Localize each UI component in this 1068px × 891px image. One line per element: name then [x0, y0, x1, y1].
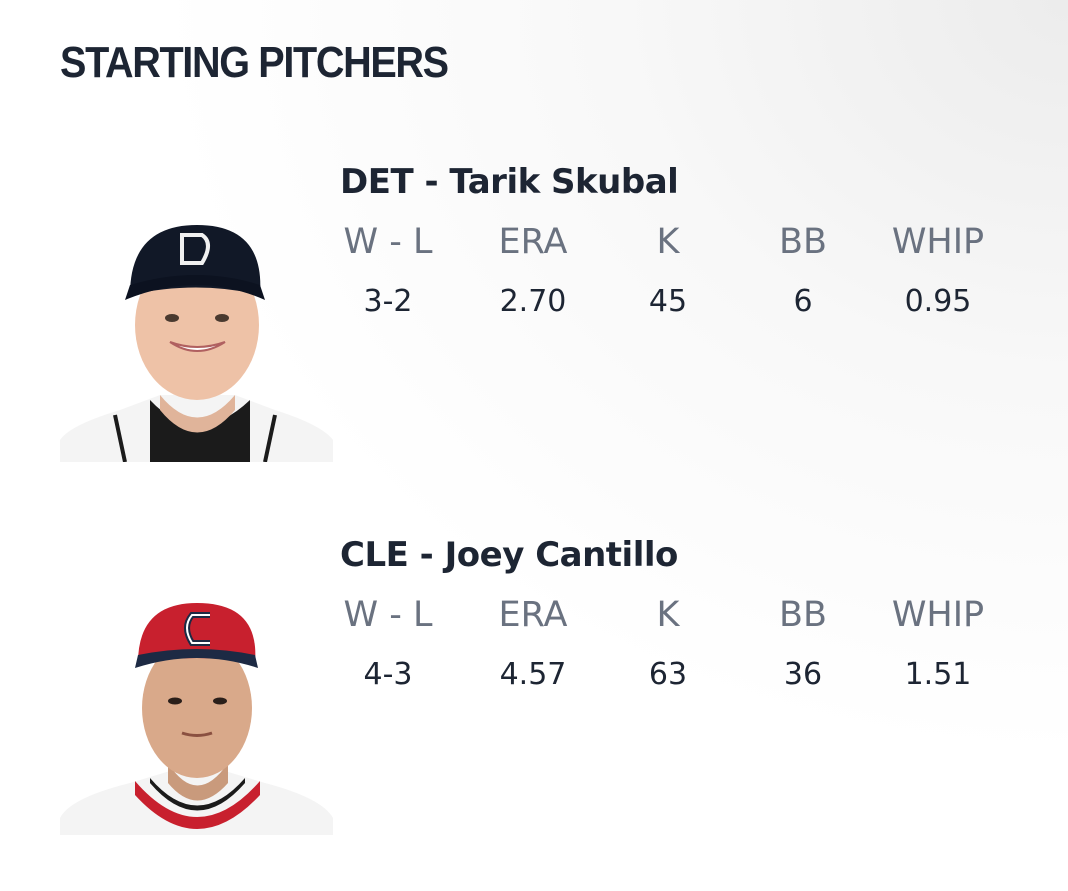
stat-label: WHIP [891, 595, 985, 635]
stat-value: 3-2 [363, 284, 413, 319]
stat-label: W - L [343, 595, 433, 635]
stat-value: 36 [783, 657, 823, 692]
stat-label: ERA [498, 222, 568, 262]
stat-value: 6 [793, 284, 813, 319]
stat-value: 1.51 [904, 657, 972, 692]
pitcher-name: DET - Tarik Skubal [340, 162, 679, 202]
stat-label: K [656, 222, 680, 262]
stat-value: 4-3 [363, 657, 413, 692]
stat-value: 0.95 [904, 284, 972, 319]
stat-value: 45 [648, 284, 688, 319]
stat-label: ERA [498, 595, 568, 635]
stat-label: K [656, 595, 680, 635]
player-photo [60, 603, 333, 835]
pitcher-card: CLE - Joey Cantillo W - L ERA K BB WHIP 4-3 4.… [0, 533, 1068, 835]
section-title: STARTING PITCHERS [60, 38, 449, 87]
pitcher-card: DET - Tarik Skubal W - L ERA K BB WHIP 3-2 2.7… [0, 160, 1068, 462]
stat-label: BB [778, 222, 828, 262]
stat-label: W - L [343, 222, 433, 262]
stat-label: BB [778, 595, 828, 635]
player-photo [60, 225, 333, 462]
stat-label: WHIP [891, 222, 985, 262]
pitcher-name: CLE - Joey Cantillo [340, 535, 678, 575]
stat-value: 63 [648, 657, 688, 692]
stat-value: 2.70 [499, 284, 567, 319]
stat-value: 4.57 [499, 657, 567, 692]
